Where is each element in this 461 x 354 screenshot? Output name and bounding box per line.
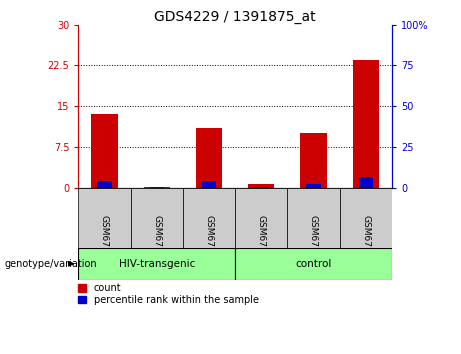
- Bar: [144, 187, 170, 188]
- Bar: [78, 188, 130, 248]
- Legend: count, percentile rank within the sample: count, percentile rank within the sample: [78, 283, 259, 305]
- Bar: [306, 183, 321, 188]
- Title: GDS4229 / 1391875_at: GDS4229 / 1391875_at: [154, 10, 316, 24]
- Bar: [301, 133, 326, 188]
- Text: GSM677390: GSM677390: [100, 215, 109, 270]
- Bar: [235, 188, 287, 248]
- Bar: [359, 177, 373, 188]
- Text: GSM677391: GSM677391: [152, 215, 161, 270]
- Bar: [248, 184, 274, 188]
- Text: GSM677394: GSM677394: [309, 215, 318, 270]
- Bar: [78, 248, 235, 280]
- Text: genotype/variation: genotype/variation: [5, 259, 97, 269]
- Text: GSM677395: GSM677395: [361, 215, 370, 270]
- Text: HIV-transgenic: HIV-transgenic: [118, 259, 195, 269]
- Bar: [340, 188, 392, 248]
- Text: GSM677392: GSM677392: [205, 215, 213, 270]
- Bar: [287, 188, 340, 248]
- Bar: [353, 60, 379, 188]
- Bar: [97, 181, 112, 188]
- Bar: [183, 188, 235, 248]
- Text: GSM677393: GSM677393: [257, 215, 266, 270]
- Bar: [235, 248, 392, 280]
- Bar: [196, 128, 222, 188]
- Bar: [149, 187, 164, 188]
- Bar: [91, 114, 118, 188]
- Text: control: control: [296, 259, 331, 269]
- Bar: [130, 188, 183, 248]
- Bar: [254, 187, 268, 188]
- Bar: [202, 181, 216, 188]
